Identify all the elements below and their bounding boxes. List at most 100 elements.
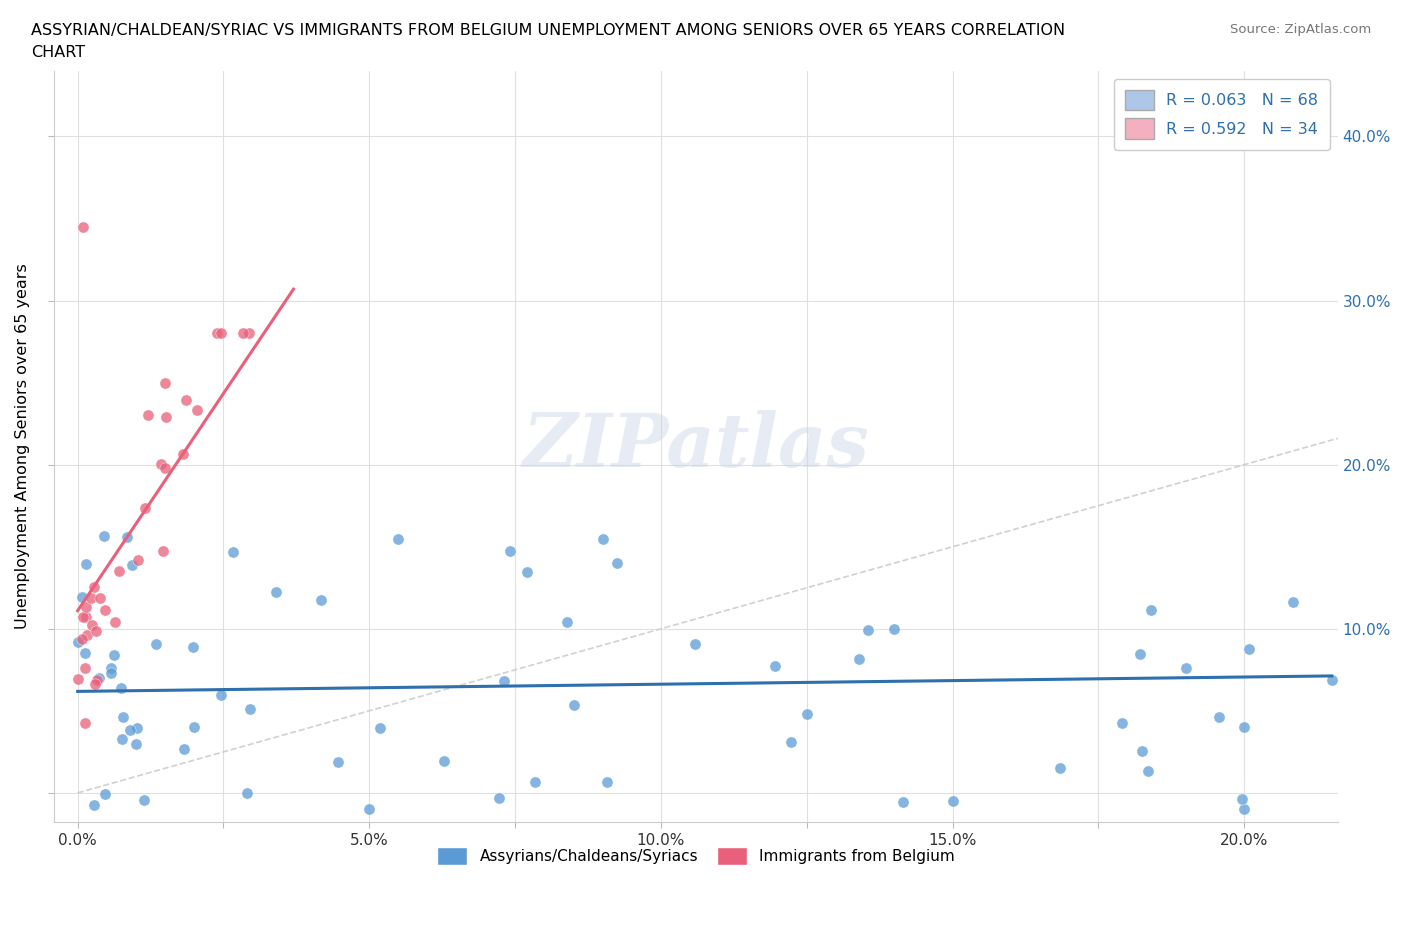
Point <box>89 671 111 686</box>
Point <box>75 599 97 614</box>
Point <box>72 609 94 624</box>
Point <box>326 754 349 769</box>
Text: Source: ZipAtlas.com: Source: ZipAtlas.com <box>1230 23 1371 36</box>
Point <box>73 645 96 660</box>
Point <box>127 552 149 567</box>
Point <box>222 545 245 560</box>
Point <box>763 658 786 673</box>
Point <box>103 648 125 663</box>
Point <box>118 723 141 737</box>
Point <box>104 615 127 630</box>
Point <box>94 787 117 802</box>
Point <box>136 408 159 423</box>
Point <box>80 591 103 605</box>
Point <box>359 802 381 817</box>
Point <box>211 326 233 340</box>
Point <box>207 326 229 340</box>
Point <box>172 446 194 461</box>
Point <box>67 671 90 686</box>
Point <box>153 375 176 390</box>
Point <box>779 735 801 750</box>
Point <box>1233 802 1256 817</box>
Point <box>70 590 93 604</box>
Point <box>238 326 260 340</box>
Point <box>127 720 149 735</box>
Point <box>595 775 617 790</box>
Point <box>523 775 546 790</box>
Point <box>891 794 914 809</box>
Point <box>494 674 516 689</box>
Point <box>433 753 456 768</box>
Point <box>82 618 104 632</box>
Point <box>1237 642 1260 657</box>
Point <box>134 793 156 808</box>
Point <box>183 720 205 735</box>
Point <box>84 623 107 638</box>
Point <box>1111 715 1133 730</box>
Point <box>592 531 614 546</box>
Point <box>856 623 879 638</box>
Point <box>186 403 208 418</box>
Point <box>1049 760 1071 775</box>
Text: CHART: CHART <box>31 45 84 60</box>
Point <box>83 798 105 813</box>
Point <box>145 636 167 651</box>
Point <box>1130 743 1153 758</box>
Point <box>134 500 156 515</box>
Point <box>368 721 391 736</box>
Y-axis label: Unemployment Among Seniors over 65 years: Unemployment Among Seniors over 65 years <box>15 264 30 630</box>
Point <box>1230 791 1253 806</box>
Point <box>1140 603 1163 618</box>
Point <box>73 716 96 731</box>
Point <box>309 592 332 607</box>
Point <box>125 737 148 751</box>
Text: ZIPatlas: ZIPatlas <box>523 410 869 483</box>
Point <box>1129 646 1152 661</box>
Point <box>1136 764 1159 778</box>
Point <box>121 557 143 572</box>
Point <box>1174 660 1197 675</box>
Point <box>153 460 176 475</box>
Point <box>155 409 177 424</box>
Point <box>183 640 205 655</box>
Point <box>174 392 197 407</box>
Point <box>83 677 105 692</box>
Point <box>232 326 254 340</box>
Point <box>848 652 870 667</box>
Point <box>516 565 538 579</box>
Point <box>86 672 108 687</box>
Point <box>73 661 96 676</box>
Point <box>942 793 965 808</box>
Point <box>76 627 98 642</box>
Text: ASSYRIAN/CHALDEAN/SYRIAC VS IMMIGRANTS FROM BELGIUM UNEMPLOYMENT AMONG SENIORS O: ASSYRIAN/CHALDEAN/SYRIAC VS IMMIGRANTS F… <box>31 23 1066 38</box>
Point <box>236 786 259 801</box>
Point <box>555 615 578 630</box>
Point <box>499 544 522 559</box>
Point <box>683 636 706 651</box>
Point <box>110 681 132 696</box>
Point <box>83 579 105 594</box>
Point <box>562 698 585 712</box>
Point <box>100 660 122 675</box>
Point <box>94 603 117 618</box>
Point <box>93 529 115 544</box>
Point <box>66 634 89 649</box>
Point <box>1281 595 1303 610</box>
Point <box>488 790 510 805</box>
Point <box>100 665 122 680</box>
Legend: Assyrians/Chaldeans/Syriacs, Immigrants from Belgium: Assyrians/Chaldeans/Syriacs, Immigrants … <box>430 842 962 871</box>
Point <box>209 687 232 702</box>
Point <box>1233 720 1256 735</box>
Point <box>111 710 134 724</box>
Point <box>115 529 138 544</box>
Point <box>107 564 129 578</box>
Point <box>387 531 409 546</box>
Point <box>149 457 172 472</box>
Point <box>173 741 195 756</box>
Point <box>75 557 97 572</box>
Point <box>1208 710 1230 724</box>
Point <box>883 621 905 636</box>
Point <box>239 702 262 717</box>
Point <box>75 609 97 624</box>
Point <box>152 544 174 559</box>
